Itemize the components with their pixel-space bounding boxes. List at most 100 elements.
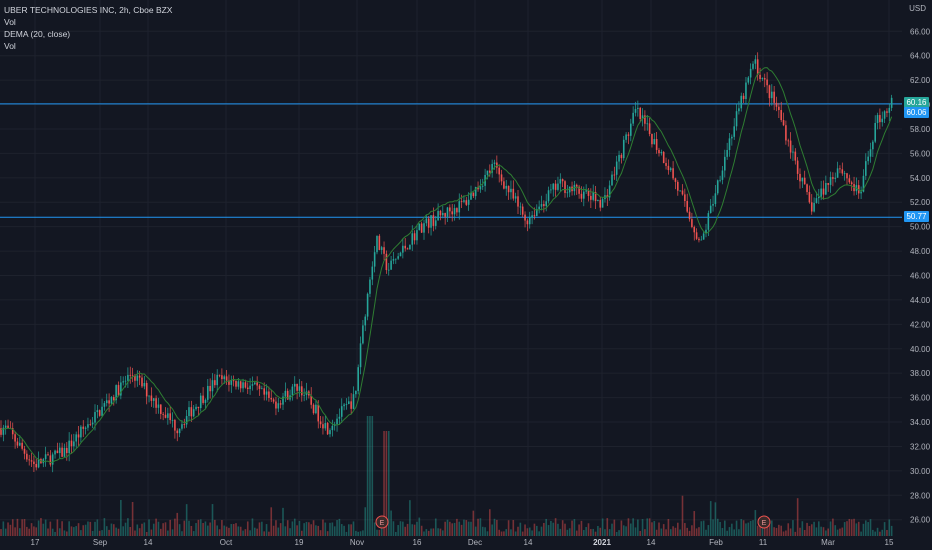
candle-body <box>815 198 818 203</box>
candle-body <box>385 253 388 271</box>
candle-body <box>117 385 120 396</box>
volume-bar <box>169 519 171 536</box>
candle-body <box>340 406 343 417</box>
candle-body <box>277 403 280 409</box>
candle-body <box>115 385 117 401</box>
volume-bar <box>486 531 489 536</box>
volume-bar <box>138 528 141 536</box>
volume-bar <box>223 525 226 536</box>
candle-body <box>639 107 641 119</box>
volume-bar <box>305 521 308 536</box>
volume-bar <box>479 518 482 536</box>
volume-bar <box>315 525 317 536</box>
candle-body <box>169 413 171 421</box>
volume-bar <box>444 521 446 536</box>
price-axis[interactable]: 66.0064.0062.0060.0058.0056.0054.0052.00… <box>910 27 931 524</box>
volume-bar <box>437 528 439 536</box>
candle-body <box>338 416 341 419</box>
candle-body <box>841 169 844 174</box>
volume-bar <box>714 502 717 536</box>
candle-body <box>164 414 167 418</box>
volume-bar <box>336 520 338 536</box>
volume-bar <box>413 524 416 536</box>
volume-bar <box>68 521 70 536</box>
candle-body <box>608 185 611 198</box>
volume-bar <box>747 522 750 536</box>
volume-bar <box>319 530 322 536</box>
volume-bar <box>533 523 536 536</box>
volume-bar <box>785 530 787 536</box>
y-tick-label: 42.00 <box>910 320 931 329</box>
volume-bar <box>543 522 545 536</box>
time-axis[interactable]: 17 Sep 14 Oct 19 Nov 16 Dec 14 2021 14 Feb 11 Mar 15 <box>31 538 894 547</box>
candle-body <box>836 168 839 178</box>
volume-bar <box>77 523 80 536</box>
volume-bar <box>869 519 872 536</box>
volume-bar <box>16 518 19 536</box>
candle-body <box>669 168 672 171</box>
candle-body <box>225 376 228 381</box>
candle-body <box>211 380 214 392</box>
volume-bar <box>242 530 244 536</box>
volume-indicator-label[interactable]: Vol <box>4 17 16 27</box>
dema-indicator-label[interactable]: DEMA (20, close) <box>4 29 71 39</box>
earnings-marker[interactable] <box>757 515 771 529</box>
volume-bar <box>9 524 12 536</box>
candle-body <box>653 138 656 145</box>
volume-bar <box>143 522 146 536</box>
volume-bar <box>766 523 768 536</box>
candle-body <box>124 380 127 382</box>
volume-bar <box>26 526 28 536</box>
volume-bar <box>463 519 465 536</box>
candle-body <box>700 239 703 241</box>
volume-bar <box>648 518 651 536</box>
volume-bar <box>37 520 40 536</box>
volume-bar <box>427 530 430 536</box>
volume-bar <box>848 518 851 536</box>
volume-bar <box>277 527 280 536</box>
candle-body <box>207 385 209 400</box>
candle-body <box>463 200 465 202</box>
symbol-title[interactable]: UBER TECHNOLOGIES INC, 2h, Cboe BZX <box>4 5 173 15</box>
volume-bar <box>270 507 273 536</box>
candle-body <box>246 387 249 390</box>
candle-body <box>813 202 815 212</box>
candle-body <box>0 428 2 435</box>
candle-body <box>456 208 458 213</box>
x-tick-label: Nov <box>350 538 364 547</box>
candle-body <box>232 380 235 382</box>
candle-body <box>538 206 540 210</box>
candle-body <box>223 376 226 380</box>
candle-body <box>865 161 867 176</box>
volume-indicator-label-2[interactable]: Vol <box>4 41 16 51</box>
volume-bar <box>265 524 268 536</box>
volume-bar <box>834 525 837 536</box>
volume-bar <box>540 526 543 536</box>
candle-body <box>705 229 707 234</box>
volume-bar <box>390 510 392 536</box>
volume-bar <box>395 531 397 536</box>
candle-body <box>47 454 49 456</box>
volume-bar <box>298 520 301 536</box>
volume-bar <box>594 531 597 536</box>
candle-body <box>876 115 879 124</box>
volume-bar <box>103 518 106 536</box>
candle-body <box>265 391 268 395</box>
volume-bar <box>230 524 233 536</box>
x-tick-label: Mar <box>821 538 835 547</box>
volume-bar <box>792 520 794 536</box>
volume-bar <box>799 527 801 536</box>
volume-bar <box>291 521 294 536</box>
candle-body <box>331 425 334 431</box>
candle-body <box>592 191 594 200</box>
candle-body <box>402 245 404 253</box>
volume-bar <box>528 527 531 536</box>
volume-bar <box>669 529 672 536</box>
volume-bar <box>456 518 458 536</box>
volume-bar <box>333 526 336 536</box>
volume-bar <box>470 521 472 536</box>
earnings-marker[interactable] <box>375 515 389 529</box>
horizontal-lines[interactable] <box>0 103 902 218</box>
